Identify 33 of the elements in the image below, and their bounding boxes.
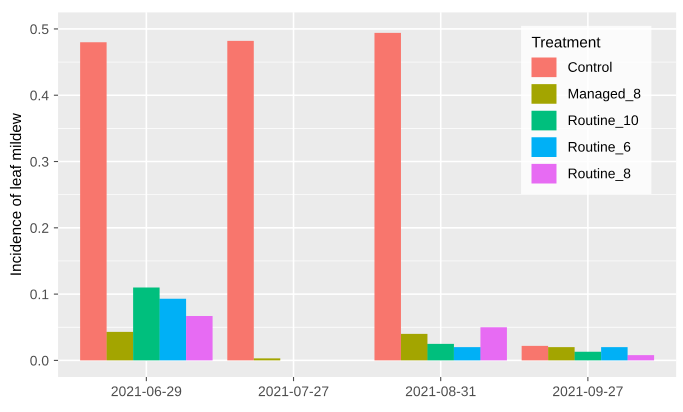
y-tick-label: 0.3	[30, 156, 48, 167]
legend-label: Control	[568, 62, 612, 72]
legend-label: Routine_8	[568, 168, 630, 181]
bar	[601, 347, 628, 360]
bar	[522, 346, 548, 360]
bar	[548, 347, 575, 360]
legend-title: Treatment	[532, 36, 600, 48]
bar	[427, 344, 454, 360]
bar	[133, 287, 160, 360]
bar	[80, 42, 107, 360]
bar	[400, 334, 428, 360]
bar	[106, 332, 134, 360]
bar	[374, 32, 401, 360]
x-tick-label: 2021-07-27	[258, 386, 328, 396]
x-tick-label: 2021-08-31	[406, 386, 476, 396]
y-tick-label: 0.1	[30, 289, 48, 300]
x-tick-label: 2021-09-27	[553, 386, 623, 396]
legend-label: Routine_10	[568, 114, 638, 128]
bar	[628, 355, 654, 360]
bar	[186, 316, 213, 360]
bar	[574, 352, 602, 360]
legend-label: Routine_6	[568, 142, 630, 154]
bar	[480, 327, 507, 360]
bar	[227, 40, 254, 360]
bar	[454, 347, 480, 360]
x-tick-label: 2021-06-29	[112, 386, 182, 396]
y-tick-label: 0.4	[30, 90, 49, 100]
y-tick-label: 0.2	[30, 223, 48, 233]
y-tick-label: 0.5	[30, 24, 48, 34]
y-axis-title: Incidence of leaf mildew	[10, 113, 22, 275]
legend-label: Managed_8	[568, 88, 640, 102]
y-tick-label: 0.0	[30, 356, 48, 366]
bar	[160, 298, 186, 360]
